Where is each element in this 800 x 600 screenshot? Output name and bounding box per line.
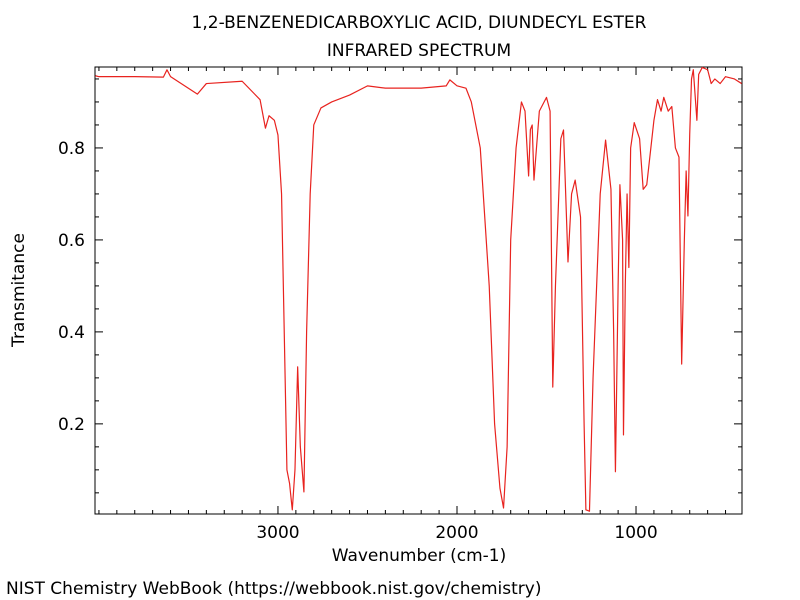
y-axis-label: Transmitance: [9, 233, 29, 348]
spectrum-line: [95, 66, 742, 512]
y-tick-label: 0.2: [58, 415, 85, 435]
x-tick-label: 1000: [614, 523, 657, 543]
x-axis-label: Wavenumber (cm-1): [332, 546, 507, 566]
chart-title: 1,2-BENZENEDICARBOXYLIC ACID, DIUNDECYL …: [192, 13, 647, 33]
y-tick-label: 0.8: [58, 139, 85, 159]
plot-frame: [94, 66, 743, 515]
y-tick-label: 0.6: [58, 231, 85, 251]
chart-subtitle: INFRARED SPECTRUM: [327, 41, 511, 61]
y-tick-label: 0.4: [58, 323, 85, 343]
x-tick-label: 3000: [256, 523, 299, 543]
x-tick-label: 2000: [435, 523, 478, 543]
footer: NIST Chemistry WebBook (https://webbook.…: [6, 579, 541, 599]
